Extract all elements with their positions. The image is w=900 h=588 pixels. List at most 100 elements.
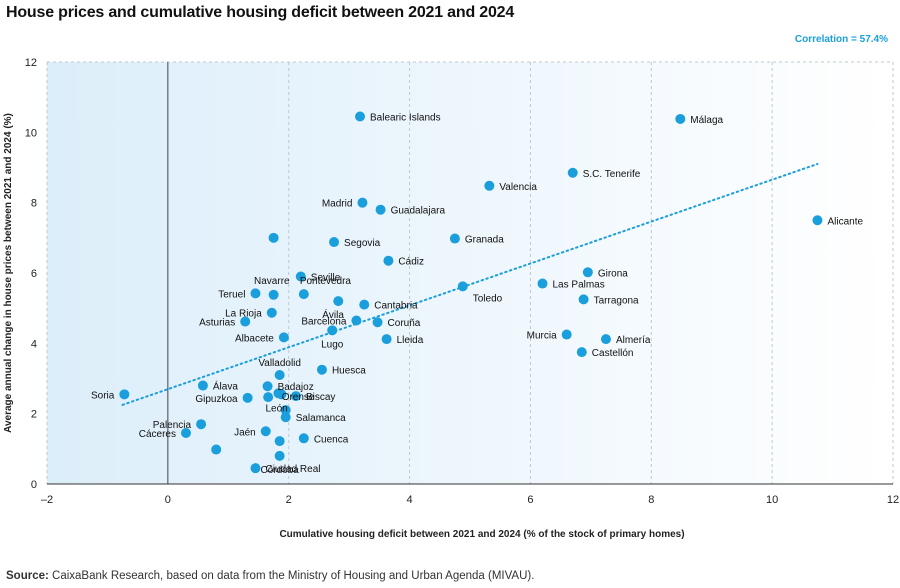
point-label: Albacete (235, 333, 274, 344)
data-point (250, 463, 261, 474)
point-label: S.C. Tenerife (583, 169, 641, 180)
data-point (280, 405, 291, 416)
data-point (274, 436, 285, 447)
y-tick-label: 2 (31, 409, 37, 421)
y-tick-label: 10 (25, 127, 37, 139)
grid-lines (46, 61, 894, 484)
data-point (484, 180, 495, 191)
data-point (119, 389, 130, 400)
data-point (316, 364, 327, 375)
data-point (351, 315, 362, 326)
point-label: Toledo (473, 293, 503, 304)
data-point (278, 332, 289, 343)
point-label: Gipuzkoa (195, 394, 238, 405)
data-point (675, 113, 686, 124)
point-label: Palencia (153, 420, 192, 431)
data-point (582, 267, 593, 278)
data-point (457, 281, 468, 292)
point-label: Córdoba (260, 465, 299, 476)
data-point (812, 215, 823, 226)
data-point (372, 317, 383, 328)
data-point (375, 204, 386, 215)
point-label: Madrid (322, 199, 353, 210)
point-label: Asturias (199, 318, 235, 329)
point-label: Tarragona (594, 295, 639, 306)
point-label: Las Palmas (553, 280, 605, 291)
data-point (359, 299, 370, 310)
data-point (561, 329, 572, 340)
data-point (263, 392, 274, 403)
data-point (327, 325, 338, 336)
point-label: Ávila (322, 308, 344, 321)
data-point (600, 334, 611, 345)
point-label: Navarre (254, 276, 290, 287)
data-point (298, 433, 309, 444)
data-point (268, 232, 279, 243)
point-label: Valladolid (258, 358, 301, 369)
y-tick-label: 12 (25, 57, 37, 69)
point-label: Girona (598, 268, 628, 279)
data-point (242, 392, 253, 403)
y-tick-label: 6 (31, 268, 37, 280)
point-label: Pontevedra (300, 276, 352, 287)
point-label: Cuenca (314, 434, 349, 445)
data-point (240, 316, 251, 327)
x-tick-label: 10 (766, 494, 778, 506)
point-label: La Rioja (225, 309, 262, 320)
data-point (355, 111, 366, 122)
y-tick-label: 4 (31, 338, 37, 350)
point-label: Huesca (332, 366, 366, 377)
point-label: Soria (91, 390, 115, 401)
point-label: Guadalajara (391, 206, 446, 217)
data-point (262, 381, 273, 392)
point-labels: Balearic Islands Málaga S.C. Tenerife Valen… (91, 113, 863, 476)
data-point (274, 450, 285, 461)
point-label: Segovia (344, 238, 381, 249)
point-label: Barcelona (301, 316, 346, 327)
x-axis-label: Cumulative housing deficit between 2021 … (279, 529, 684, 540)
point-label: Jaén (234, 427, 256, 438)
data-point (383, 255, 394, 266)
point-label: Biscay (306, 392, 335, 403)
point-label: Salamanca (296, 413, 346, 424)
point-label: Badajoz (278, 382, 314, 393)
data-point (576, 347, 587, 358)
data-point (537, 278, 548, 289)
data-points (119, 111, 823, 474)
axes: –2 0 2 4 6 8 10 12 0 2 4 6 8 10 12 (25, 57, 899, 506)
chart-title: House prices and cumulative housing defi… (6, 4, 515, 21)
data-point (298, 289, 309, 300)
point-label: Valencia (499, 182, 537, 193)
data-point (329, 237, 340, 248)
point-label: Cádiz (398, 257, 424, 268)
x-tick-label: 8 (648, 494, 654, 506)
source-note: Source: CaixaBank Research, based on dat… (6, 570, 534, 582)
point-label: Ciudad Real (265, 464, 320, 475)
y-tick-label: 0 (31, 479, 37, 491)
data-point (578, 294, 589, 305)
plot-background (47, 62, 893, 484)
data-point (381, 334, 392, 345)
x-tick-label: 4 (407, 494, 413, 506)
data-point (266, 307, 277, 318)
x-tick-label: 0 (165, 494, 171, 506)
point-label: Coruña (388, 318, 421, 329)
data-point (333, 296, 344, 307)
data-point (449, 233, 460, 244)
correlation-label: Correlation = 57.4% (794, 34, 888, 45)
data-point (276, 389, 287, 400)
point-label: Álava (213, 380, 238, 393)
point-label: Cáceres (139, 429, 176, 440)
data-point (295, 271, 306, 282)
point-label: Teruel (218, 289, 245, 300)
data-point (211, 444, 222, 455)
data-point (268, 289, 279, 300)
point-label: Murcia (527, 331, 557, 342)
point-label: Balearic Islands (370, 113, 441, 124)
data-point (357, 197, 368, 208)
data-point (280, 412, 291, 423)
source-text: CaixaBank Research, based on data from t… (48, 570, 535, 582)
point-label: Almería (616, 335, 651, 346)
x-tick-label: 12 (887, 494, 899, 506)
y-tick-label: 8 (31, 198, 37, 210)
